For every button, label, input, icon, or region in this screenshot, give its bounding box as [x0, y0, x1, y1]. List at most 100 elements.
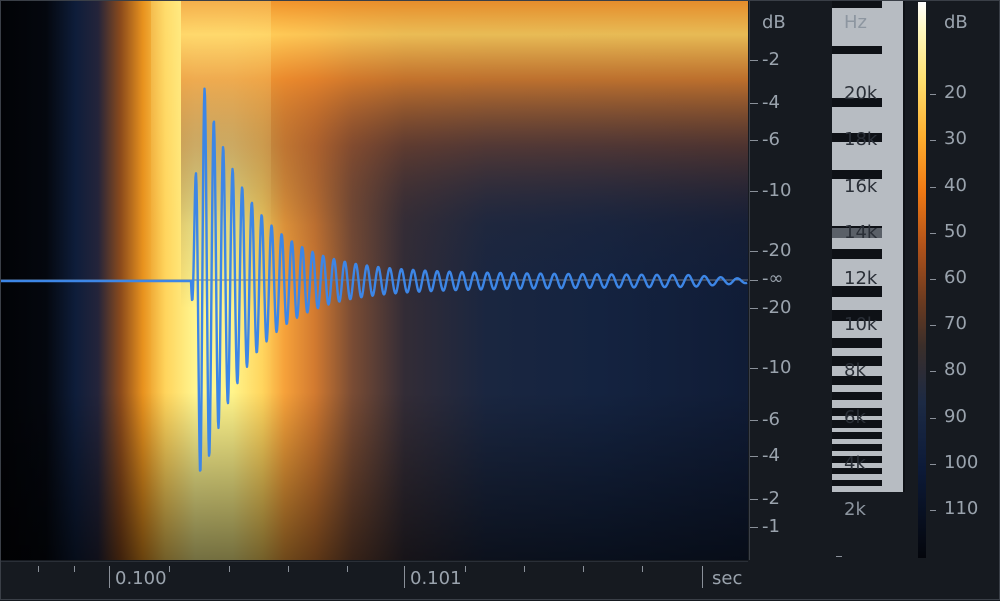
level-tick	[930, 279, 936, 280]
frequency-label-18k: 18k	[844, 129, 878, 150]
level-tick	[930, 418, 936, 419]
amplitude-tick	[750, 499, 758, 500]
level-label: 80	[944, 359, 967, 380]
amplitude-label: -10	[762, 180, 792, 201]
amplitude-tick	[750, 368, 758, 369]
frequency-label-14k: 14k	[844, 222, 878, 243]
piano-key-background	[832, 0, 904, 492]
time-major-tick	[702, 566, 703, 588]
amplitude-center-label: -∞	[762, 268, 784, 289]
level-colorbar	[918, 2, 926, 558]
amplitude-tick	[750, 280, 758, 281]
level-label: 60	[944, 267, 967, 288]
time-minor-tick	[642, 566, 643, 572]
time-unit-label: sec	[712, 568, 743, 589]
time-major-tick	[109, 566, 110, 588]
level-tick	[930, 371, 936, 372]
frequency-label-4k: 4k	[844, 453, 866, 474]
time-minor-tick	[347, 566, 348, 572]
time-minor-tick	[74, 566, 75, 572]
level-label: 110	[944, 498, 979, 519]
piano-black-key	[832, 456, 882, 463]
time-minor-tick	[524, 566, 525, 572]
level-tick	[930, 187, 936, 188]
level-tick	[930, 94, 936, 95]
amplitude-tick	[750, 251, 758, 252]
amplitude-label: -2	[762, 488, 780, 509]
level-label: 20	[944, 82, 967, 103]
frequency-label-12k: 12k	[844, 268, 878, 289]
frequency-label-16k: 16k	[844, 176, 878, 197]
piano-black-key	[832, 356, 882, 366]
time-minor-tick	[38, 566, 39, 572]
piano-black-key	[832, 249, 882, 259]
piano-black-key	[832, 46, 882, 54]
frequency-unit-label: Hz	[844, 12, 867, 33]
piano-black-key	[832, 432, 882, 439]
level-unit-label: dB	[944, 12, 968, 33]
level-label: 70	[944, 313, 967, 334]
frequency-tick	[836, 556, 842, 557]
piano-black-key	[832, 98, 882, 107]
piano-black-key	[832, 338, 882, 348]
amplitude-label: -6	[762, 409, 780, 430]
frequency-label-20k: 20k	[844, 83, 878, 104]
amplitude-label: -4	[762, 445, 780, 466]
frequency-label-10k: 10k	[844, 314, 878, 335]
time-major-tick	[404, 566, 405, 588]
amplitude-label: -20	[762, 297, 792, 318]
amplitude-unit-label: dB	[762, 12, 786, 33]
piano-black-key	[832, 468, 882, 474]
time-ruler[interactable]: 0.100 0.101 sec	[0, 561, 748, 601]
level-tick	[930, 464, 936, 465]
piano-black-key	[832, 444, 882, 451]
level-scale: dB 20 30 40 50 60 70 80 90 100 110	[930, 0, 1000, 560]
amplitude-tick	[750, 456, 758, 457]
time-label-0100: 0.100	[115, 568, 167, 589]
level-label: 100	[944, 452, 979, 473]
piano-black-key	[832, 392, 882, 400]
level-tick	[930, 325, 936, 326]
frequency-label-2k: 2k	[844, 499, 866, 520]
amplitude-label: -2	[762, 49, 780, 70]
time-minor-tick	[169, 566, 170, 572]
piano-black-key	[832, 376, 882, 385]
piano-black-key	[832, 310, 882, 321]
spectrogram-view[interactable]	[1, 1, 748, 560]
piano-black-key	[832, 420, 882, 428]
amplitude-tick	[750, 308, 758, 309]
level-label: 30	[944, 128, 967, 149]
amplitude-tick	[750, 60, 758, 61]
amplitude-ruler[interactable]: dB -2 -4 -6 -10 -20 -∞ -20 -10 -6 -4 -2 …	[749, 0, 828, 560]
amplitude-tick	[750, 191, 758, 192]
level-label: 50	[944, 221, 967, 242]
level-label: 40	[944, 175, 967, 196]
level-tick	[930, 140, 936, 141]
piano-black-key	[832, 286, 882, 297]
amplitude-label: -20	[762, 240, 792, 261]
time-minor-tick	[229, 566, 230, 572]
piano-black-key	[832, 170, 882, 179]
frequency-label-8k: 8k	[844, 360, 866, 381]
level-label: 90	[944, 406, 967, 427]
time-minor-tick	[465, 566, 466, 572]
frequency-label-6k: 6k	[844, 407, 866, 428]
level-tick	[930, 510, 936, 511]
frequency-ruler[interactable]: Hz 20k 18k 16k 14k 12k 10k 8k 6k 4k 2k	[830, 0, 910, 560]
amplitude-label: -10	[762, 357, 792, 378]
time-minor-tick	[583, 566, 584, 572]
amplitude-tick	[750, 420, 758, 421]
spectrogram-canvas	[1, 1, 748, 560]
piano-black-key	[832, 480, 882, 486]
amplitude-tick	[750, 140, 758, 141]
piano-black-key	[832, 408, 882, 416]
piano-black-key	[832, 0, 882, 8]
waveform	[1, 87, 748, 472]
amplitude-tick	[750, 103, 758, 104]
amplitude-label: -4	[762, 92, 780, 113]
piano-black-key	[832, 133, 882, 142]
piano-keyboard	[832, 0, 905, 492]
time-label-0101: 0.101	[410, 568, 462, 589]
time-minor-tick	[288, 566, 289, 572]
